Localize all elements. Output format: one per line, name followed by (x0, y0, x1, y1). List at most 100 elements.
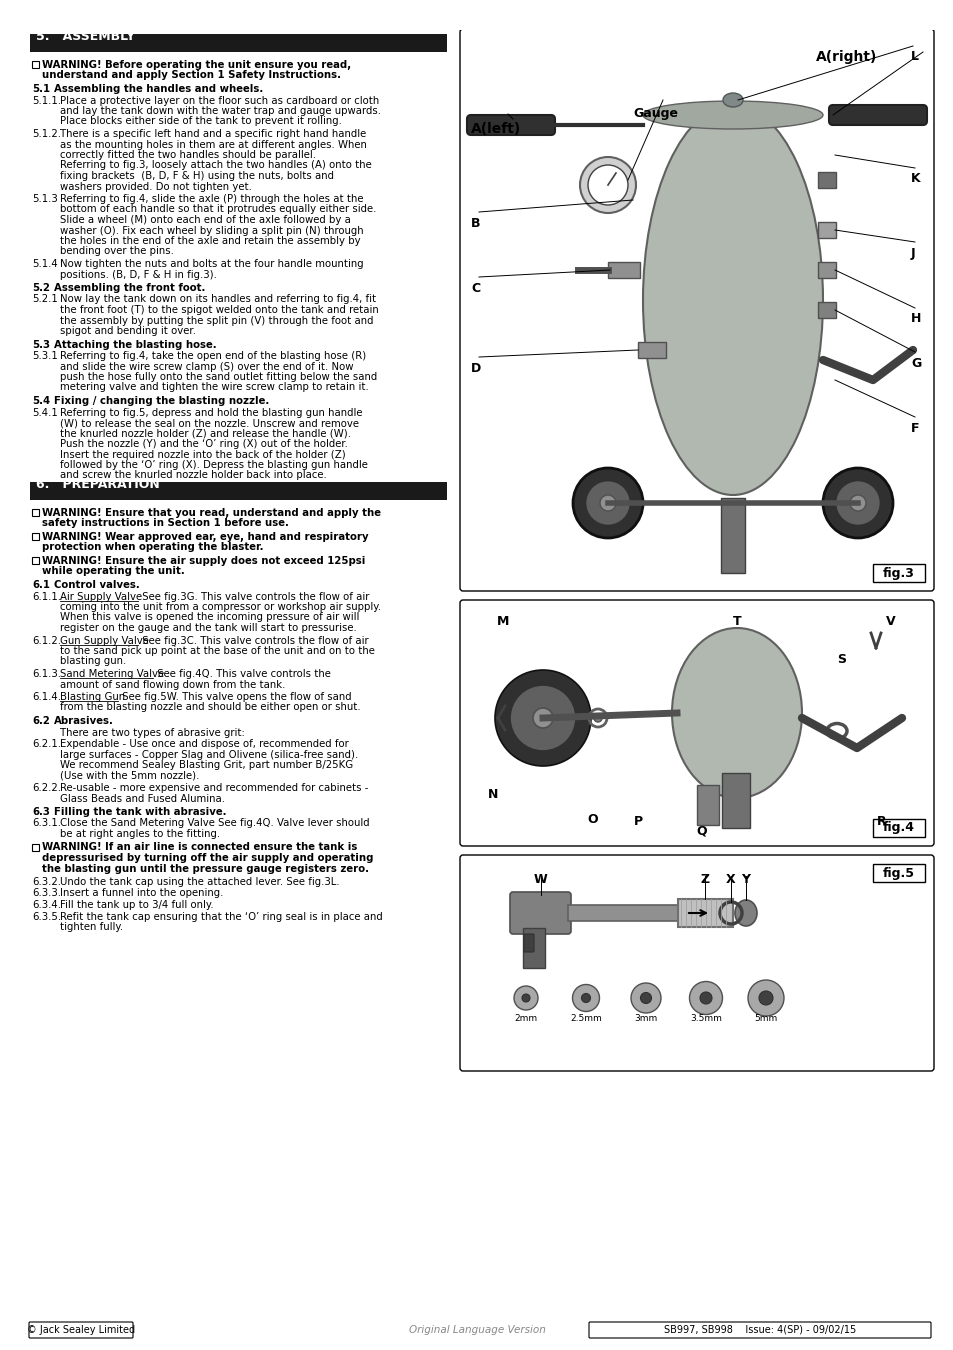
Text: Assembling the front foot.: Assembling the front foot. (54, 284, 205, 293)
Text: Slide a wheel (M) onto each end of the axle followed by a: Slide a wheel (M) onto each end of the a… (60, 215, 351, 225)
Text: understand and apply Section 1 Safety Instructions.: understand and apply Section 1 Safety In… (42, 70, 340, 81)
Text: Place blocks either side of the tank to prevent it rolling.: Place blocks either side of the tank to … (60, 116, 341, 127)
Text: Referring to fig.4, slide the axle (P) through the holes at the: Referring to fig.4, slide the axle (P) t… (60, 194, 363, 204)
Ellipse shape (510, 684, 576, 751)
Ellipse shape (734, 900, 757, 926)
Text: 5.1.3: 5.1.3 (32, 194, 58, 204)
Text: correctly fitted the two handles should be parallel.: correctly fitted the two handles should … (60, 150, 315, 161)
Text: (W) to release the seal on the nozzle. Unscrew and remove: (W) to release the seal on the nozzle. U… (60, 418, 358, 428)
Text: 5.2.1: 5.2.1 (32, 294, 58, 305)
Text: Air Supply Valve: Air Supply Valve (60, 591, 142, 602)
Text: Refit the tank cap ensuring that the ‘O’ ring seal is in place and: Refit the tank cap ensuring that the ‘O’… (60, 911, 382, 922)
FancyBboxPatch shape (459, 28, 933, 591)
Text: M: M (497, 616, 509, 628)
Text: register on the gauge and the tank will start to pressurise.: register on the gauge and the tank will … (60, 622, 356, 633)
Text: fig.4: fig.4 (882, 822, 914, 834)
Text: 5.1: 5.1 (32, 84, 51, 95)
Text: See fig.3C. This valve controls the flow of air: See fig.3C. This valve controls the flow… (139, 636, 368, 645)
Text: N: N (487, 788, 497, 801)
Text: See fig.5W. This valve opens the flow of sand: See fig.5W. This valve opens the flow of… (119, 693, 352, 702)
Text: A(right): A(right) (815, 50, 877, 63)
Bar (817, 262, 835, 278)
Text: metering valve and tighten the wire screw clamp to retain it.: metering valve and tighten the wire scre… (60, 382, 369, 393)
Text: 2.5mm: 2.5mm (570, 1014, 601, 1023)
Text: Now lay the tank down on its handles and referring to fig.4, fit: Now lay the tank down on its handles and… (60, 294, 375, 305)
Text: Close the Sand Metering Valve See fig.4Q. Valve lever should: Close the Sand Metering Valve See fig.4Q… (60, 818, 369, 829)
Circle shape (599, 495, 616, 512)
Text: K: K (910, 171, 920, 185)
Text: See fig.3G. This valve controls the flow of air: See fig.3G. This valve controls the flow… (139, 591, 369, 602)
Bar (607, 262, 639, 278)
Bar (817, 171, 835, 188)
FancyBboxPatch shape (828, 105, 926, 126)
Text: safety instructions in Section 1 before use.: safety instructions in Section 1 before … (42, 518, 289, 528)
Text: Gun Supply Valve: Gun Supply Valve (60, 636, 149, 645)
Text: 2mm: 2mm (514, 1014, 537, 1023)
Bar (30, 34, 447, 53)
Text: Control valves.: Control valves. (54, 580, 139, 590)
Ellipse shape (671, 628, 801, 798)
Text: Insert the required nozzle into the back of the holder (Z): Insert the required nozzle into the back… (60, 450, 345, 459)
Text: Attaching the blasting hose.: Attaching the blasting hose. (54, 339, 216, 350)
Text: P: P (633, 815, 642, 828)
Text: 6.3.4.: 6.3.4. (32, 900, 61, 910)
Ellipse shape (722, 93, 742, 107)
Text: Undo the tank cap using the attached lever. See fig.3L.: Undo the tank cap using the attached lev… (60, 878, 339, 887)
Text: Referring to fig.3, loosely attach the two handles (A) onto the: Referring to fig.3, loosely attach the t… (60, 161, 372, 170)
Text: 6.1.4.: 6.1.4. (32, 693, 61, 702)
Bar (721, 774, 749, 828)
Text: protection when operating the blaster.: protection when operating the blaster. (42, 543, 263, 552)
FancyBboxPatch shape (459, 855, 933, 1071)
Bar (817, 302, 835, 319)
Bar (720, 498, 744, 572)
Text: 6.1.2.: 6.1.2. (32, 636, 61, 645)
Text: 6.2: 6.2 (32, 716, 50, 726)
Text: (Use with the 5mm nozzle).: (Use with the 5mm nozzle). (60, 771, 199, 780)
Text: depressurised by turning off the air supply and operating: depressurised by turning off the air sup… (42, 853, 374, 863)
Ellipse shape (642, 105, 822, 495)
Text: 5.1.4: 5.1.4 (32, 259, 58, 269)
Text: L: L (910, 50, 918, 63)
Text: amount of sand flowing down from the tank.: amount of sand flowing down from the tan… (60, 679, 285, 690)
Text: and slide the wire screw clamp (S) over the end of it. Now: and slide the wire screw clamp (S) over … (60, 362, 354, 371)
Text: V: V (885, 616, 895, 628)
Text: Blasting Gun: Blasting Gun (60, 693, 125, 702)
Ellipse shape (573, 468, 642, 539)
Circle shape (579, 157, 636, 213)
Text: from the blasting nozzle and should be either open or shut.: from the blasting nozzle and should be e… (60, 702, 360, 713)
Text: coming into the unit from a compressor or workshop air supply.: coming into the unit from a compressor o… (60, 602, 380, 612)
Text: O: O (587, 813, 598, 826)
Ellipse shape (700, 992, 711, 1004)
FancyBboxPatch shape (588, 1322, 930, 1338)
Text: 6.3.2.: 6.3.2. (32, 878, 61, 887)
Text: C: C (471, 282, 479, 296)
Circle shape (849, 495, 865, 512)
Text: Glass Beads and Fused Alumina.: Glass Beads and Fused Alumina. (60, 794, 225, 803)
Text: as the mounting holes in them are at different angles. When: as the mounting holes in them are at dif… (60, 139, 367, 150)
Ellipse shape (759, 991, 772, 1004)
Text: H: H (910, 312, 921, 325)
Text: 6.   PREPARATION: 6. PREPARATION (36, 478, 159, 491)
Ellipse shape (642, 101, 822, 130)
Text: the blasting gun until the pressure gauge registers zero.: the blasting gun until the pressure gaug… (42, 864, 369, 873)
Text: We recommend Sealey Blasting Grit, part number B/25KG: We recommend Sealey Blasting Grit, part … (60, 760, 353, 770)
Text: 5.3.1: 5.3.1 (32, 351, 58, 360)
Text: WARNING! Ensure the air supply does not exceed 125psi: WARNING! Ensure the air supply does not … (42, 556, 365, 566)
Bar (32, 558, 39, 564)
Text: 6.1.3.: 6.1.3. (32, 670, 61, 679)
Text: Expendable - Use once and dispose of, recommended for: Expendable - Use once and dispose of, re… (60, 738, 349, 749)
FancyBboxPatch shape (459, 599, 933, 846)
Text: fig.3: fig.3 (882, 567, 914, 579)
Bar (0, 0, 953, 30)
Ellipse shape (594, 714, 601, 722)
Text: 6.2.1.: 6.2.1. (32, 738, 61, 749)
Text: D: D (471, 362, 480, 375)
Ellipse shape (533, 707, 553, 728)
Bar (872, 864, 924, 882)
Text: Q: Q (696, 825, 706, 838)
Text: the front foot (T) to the spigot welded onto the tank and retain: the front foot (T) to the spigot welded … (60, 305, 378, 315)
Text: and screw the knurled nozzle holder back into place.: and screw the knurled nozzle holder back… (60, 471, 327, 481)
Ellipse shape (689, 981, 721, 1014)
Ellipse shape (581, 994, 590, 1003)
Bar (522, 927, 544, 968)
